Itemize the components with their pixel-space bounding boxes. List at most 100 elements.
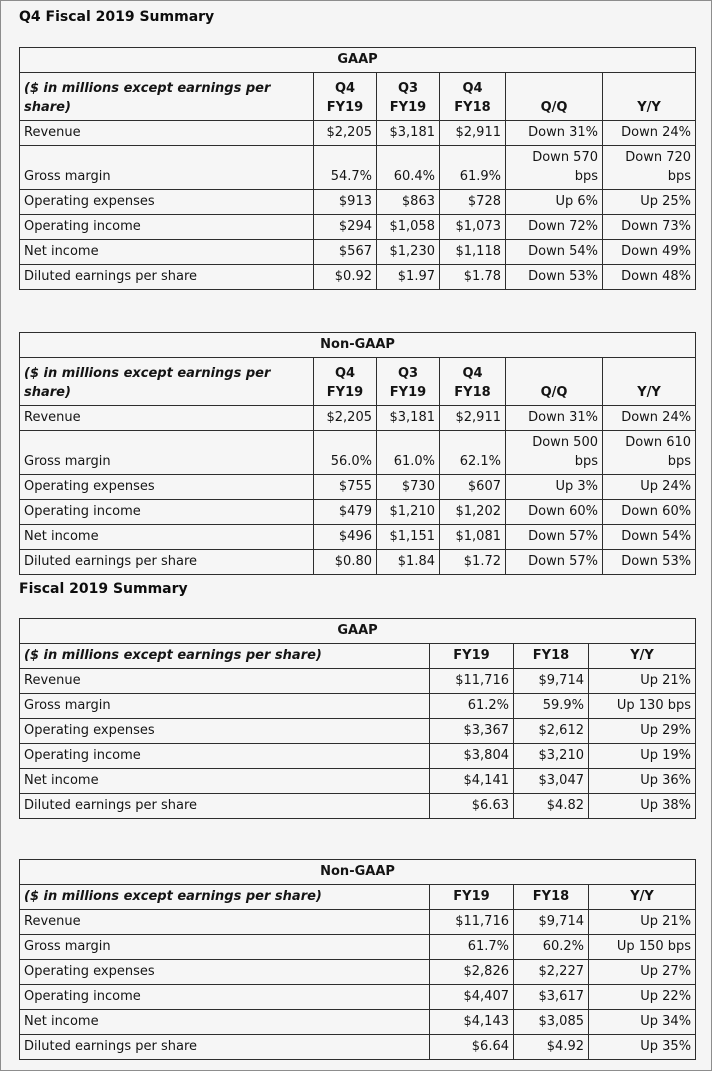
value-cell: 61.9%: [439, 145, 506, 190]
fy-nongaap-table: Non-GAAP ($ in millions except earnings …: [18, 859, 697, 1060]
value-cell: Up 19%: [587, 743, 697, 769]
value-cell: $2,826: [429, 959, 514, 985]
value-cell: 61.0%: [376, 430, 440, 475]
value-cell: $1,058: [376, 214, 440, 240]
value-cell: Down 500 bps: [505, 430, 603, 475]
col-header-line: FY18: [454, 100, 491, 115]
value-cell: $607: [439, 474, 506, 500]
fy-gaap-table: GAAP ($ in millions except earnings per …: [18, 618, 697, 819]
value-cell: $730: [376, 474, 440, 500]
table-row: Gross margin 61.2% 59.9% Up 130 bps: [19, 693, 697, 719]
value-cell: 61.2%: [429, 693, 514, 719]
row-label: Diluted earnings per share: [19, 549, 314, 575]
units-note: ($ in millions except earnings per share…: [19, 884, 430, 910]
table-row: Operating expenses $2,826 $2,227 Up 27%: [19, 959, 697, 985]
value-cell: $755: [313, 474, 377, 500]
value-cell: Up 29%: [587, 718, 697, 744]
value-cell: $2,612: [513, 718, 589, 744]
col-header-line: Y/Y: [637, 100, 661, 115]
table-title: Non-GAAP: [18, 859, 697, 885]
value-cell: $567: [313, 239, 377, 265]
value-cell: Down 53%: [505, 264, 603, 290]
value-cell: $496: [313, 524, 377, 550]
value-cell: $1,081: [439, 524, 506, 550]
table-title: GAAP: [18, 618, 697, 644]
col-header-yy: Y/Y: [587, 884, 697, 910]
value-cell: Down 54%: [505, 239, 603, 265]
table-row: Diluted earnings per share $0.80 $1.84 $…: [19, 549, 697, 575]
table-row: Diluted earnings per share $6.63 $4.82 U…: [19, 793, 697, 819]
value-cell: Up 21%: [587, 668, 697, 694]
value-cell: $4,141: [429, 768, 514, 794]
value-cell: Up 38%: [587, 793, 697, 819]
value-cell: $1.72: [439, 549, 506, 575]
col-header-qq: Q/Q: [505, 357, 603, 406]
value-cell: 60.4%: [376, 145, 440, 190]
table-row: Gross margin 61.7% 60.2% Up 150 bps: [19, 934, 697, 960]
value-cell: $4.92: [513, 1034, 589, 1060]
value-cell: 60.2%: [513, 934, 589, 960]
value-cell: Up 3%: [505, 474, 603, 500]
value-cell: Down 720 bps: [601, 145, 697, 190]
value-cell: $2,911: [439, 120, 506, 146]
value-cell: $3,804: [429, 743, 514, 769]
table-title: GAAP: [18, 47, 697, 73]
column-header-row: ($ in millions except earnings per share…: [19, 357, 697, 406]
value-cell: Down 49%: [601, 239, 697, 265]
fy-summary-title: Fiscal 2019 Summary: [19, 581, 188, 597]
value-cell: $1,202: [439, 499, 506, 525]
value-cell: $11,716: [429, 668, 514, 694]
value-cell: $3,085: [513, 1009, 589, 1035]
value-cell: $2,911: [439, 405, 506, 431]
q4-summary-title: Q4 Fiscal 2019 Summary: [19, 9, 215, 25]
value-cell: Down 60%: [505, 499, 603, 525]
value-cell: $1,151: [376, 524, 440, 550]
value-cell: $6.64: [429, 1034, 514, 1060]
row-label: Diluted earnings per share: [19, 264, 314, 290]
value-cell: Up 36%: [587, 768, 697, 794]
row-label: Gross margin: [19, 430, 314, 475]
row-label: Gross margin: [19, 693, 430, 719]
value-cell: Down 24%: [601, 120, 697, 146]
row-label: Operating expenses: [19, 718, 430, 744]
col-header-line: Q/Q: [540, 100, 568, 115]
table-row: Net income $4,141 $3,047 Up 36%: [19, 768, 697, 794]
table-row: Operating income $479 $1,210 $1,202 Down…: [19, 499, 697, 525]
col-header-q3fy19: Q3 FY19: [376, 72, 440, 121]
table-row: Revenue $11,716 $9,714 Up 21%: [19, 668, 697, 694]
col-header-line: Q3: [397, 81, 419, 96]
value-cell: 56.0%: [313, 430, 377, 475]
col-header-fy18: FY18: [513, 643, 589, 669]
value-cell: Down 72%: [505, 214, 603, 240]
table-title-row: GAAP: [18, 47, 697, 73]
value-cell: $1,230: [376, 239, 440, 265]
table-row: Operating expenses $755 $730 $607 Up 3% …: [19, 474, 697, 500]
value-cell: $2,205: [313, 120, 377, 146]
value-cell: $4,143: [429, 1009, 514, 1035]
value-cell: Down 57%: [505, 549, 603, 575]
value-cell: Up 21%: [587, 909, 697, 935]
value-cell: $0.80: [313, 549, 377, 575]
value-cell: Down 570 bps: [505, 145, 603, 190]
col-header-line: Q4: [462, 366, 483, 381]
row-label: Net income: [19, 1009, 430, 1035]
value-cell: Up 6%: [505, 189, 603, 215]
value-cell: Up 25%: [601, 189, 697, 215]
value-cell: $3,181: [376, 405, 440, 431]
col-header-qq: Q/Q: [505, 72, 603, 121]
units-note: ($ in millions except earnings per share…: [19, 643, 430, 669]
col-header-line: FY18: [454, 385, 491, 400]
col-header-line: FY19: [389, 100, 427, 115]
column-header-row: ($ in millions except earnings per share…: [19, 884, 697, 910]
value-cell: $1,073: [439, 214, 506, 240]
value-cell: $3,181: [376, 120, 440, 146]
value-cell: $1,210: [376, 499, 440, 525]
value-cell: $3,367: [429, 718, 514, 744]
row-label: Operating expenses: [19, 959, 430, 985]
table-row: Gross margin 56.0% 61.0% 62.1% Down 500 …: [19, 430, 697, 475]
value-cell: $1.78: [439, 264, 506, 290]
row-label: Revenue: [19, 120, 314, 146]
value-cell: Down 54%: [601, 524, 697, 550]
col-header-line: Q3: [397, 366, 419, 381]
table-row: Operating income $4,407 $3,617 Up 22%: [19, 984, 697, 1010]
